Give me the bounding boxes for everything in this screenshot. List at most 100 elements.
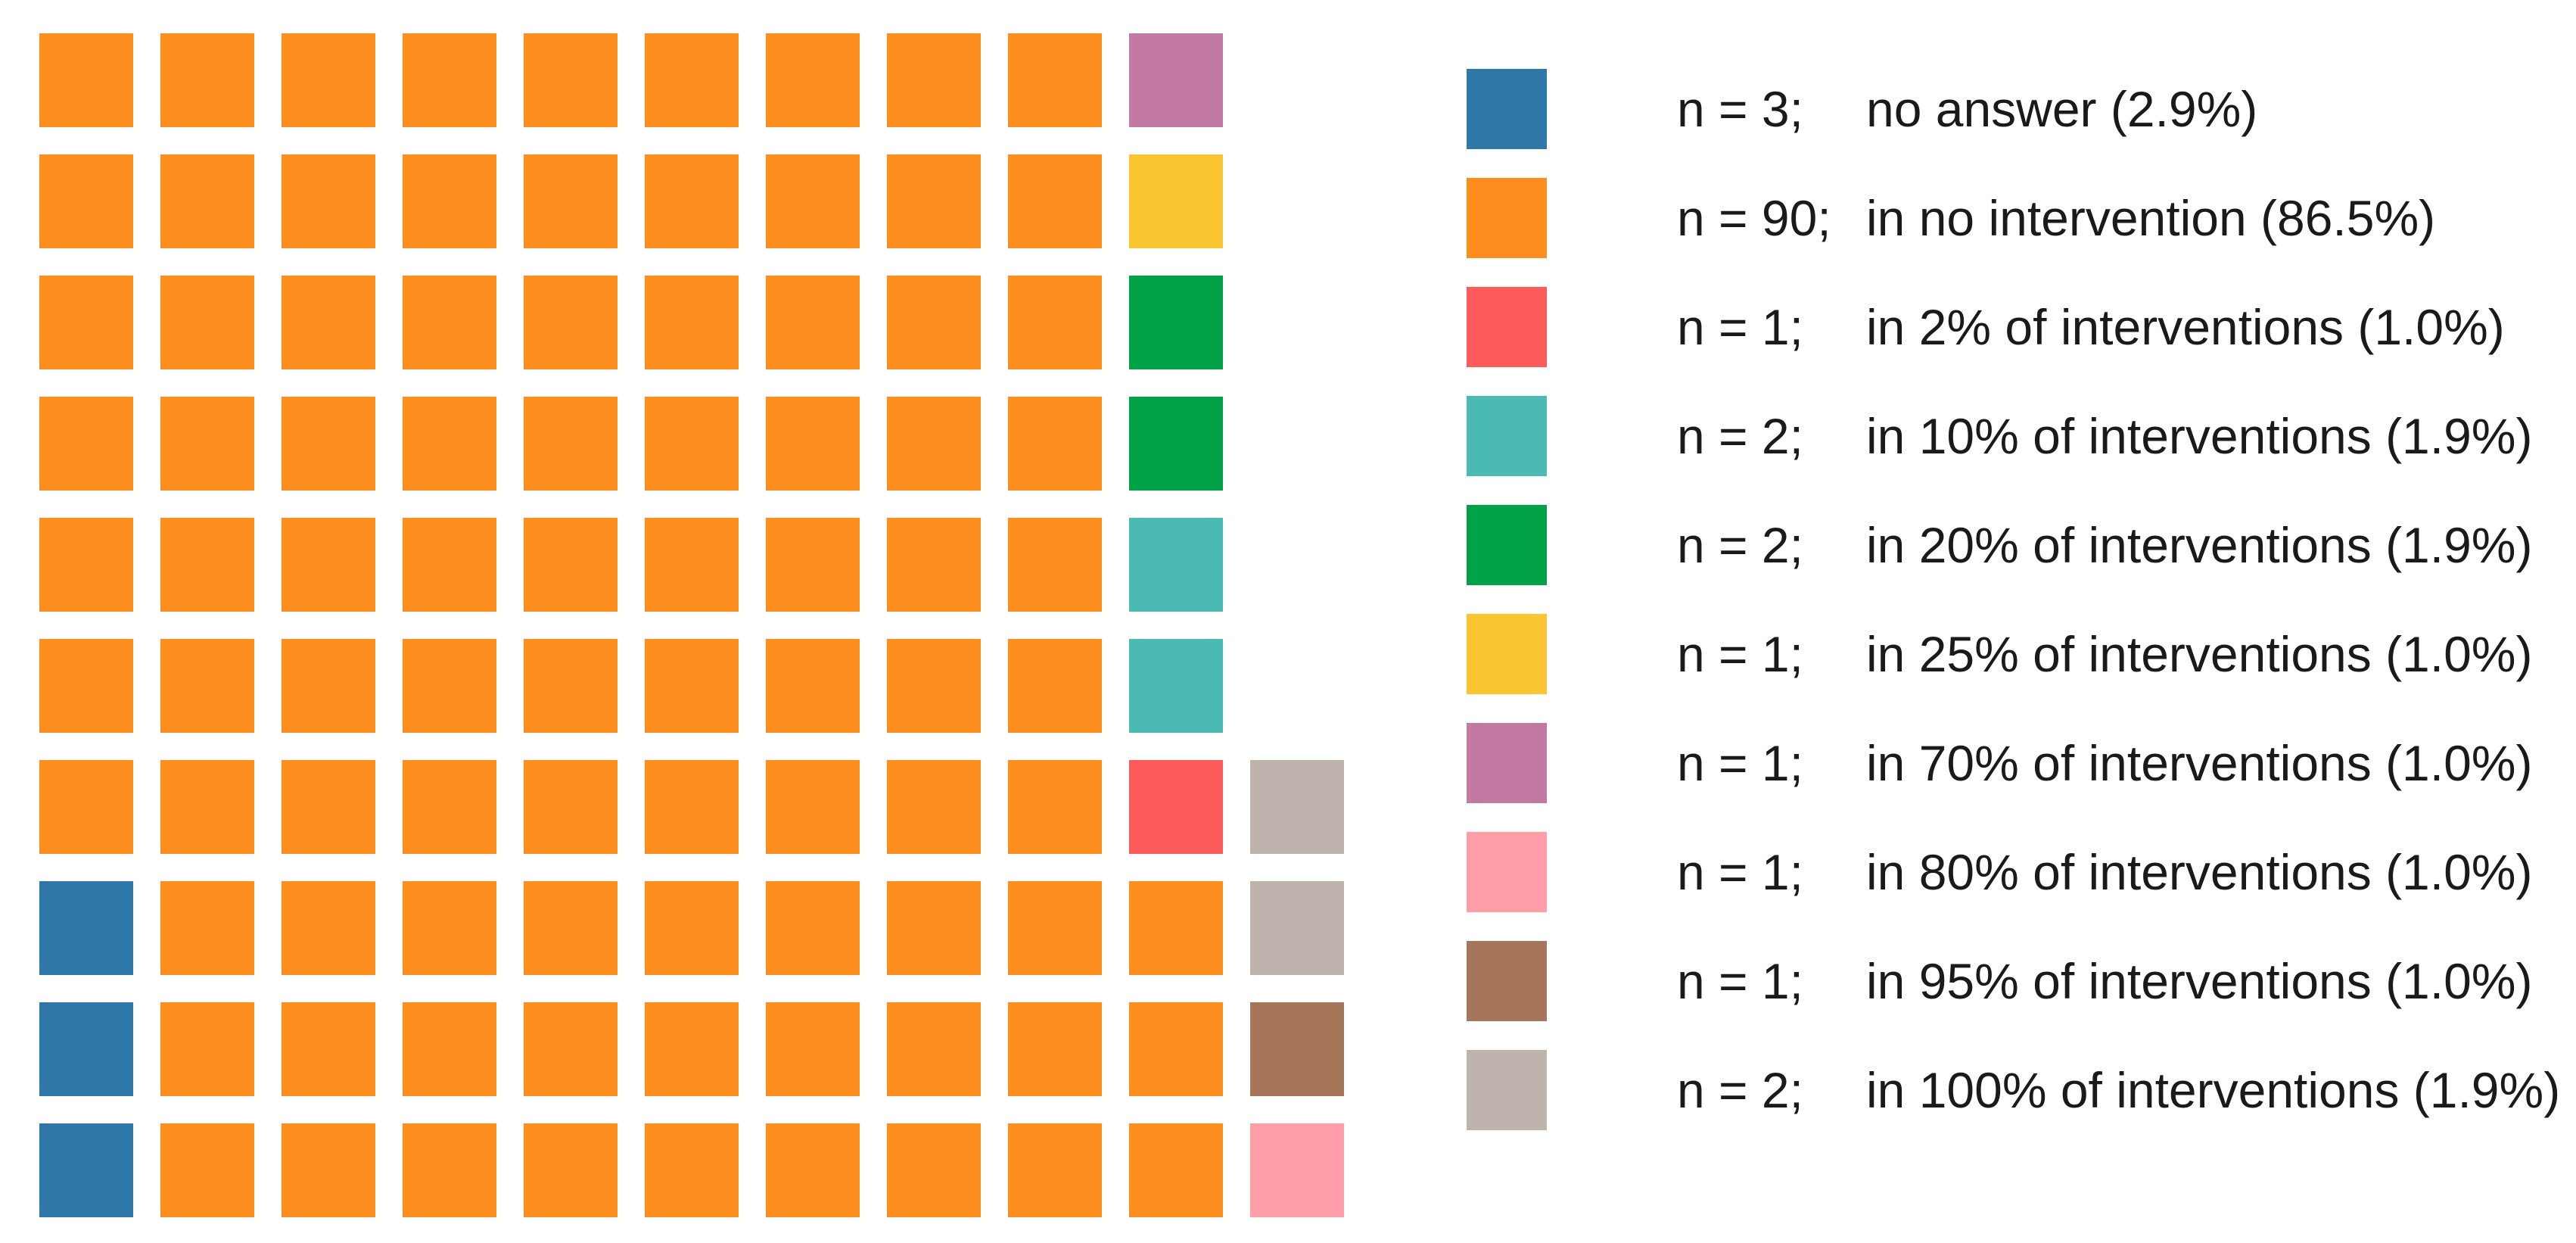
legend-item-p100: n = 2; in 100% of interventions (1.9%) bbox=[1467, 1036, 2560, 1145]
waffle-cell-none bbox=[282, 33, 375, 127]
legend-label: no answer (2.9%) bbox=[1866, 81, 2258, 137]
waffle-cell-p20 bbox=[1129, 276, 1223, 369]
waffle-cell-none bbox=[645, 1123, 739, 1217]
legend-count: n = 90; bbox=[1677, 190, 1831, 246]
waffle-cell-none bbox=[766, 760, 860, 854]
waffle-cell-none bbox=[403, 397, 496, 491]
waffle-cell-none bbox=[1008, 1002, 1102, 1096]
waffle-cell-none bbox=[645, 518, 739, 612]
waffle-cell-none bbox=[887, 518, 981, 612]
waffle-cell-none bbox=[766, 639, 860, 733]
waffle-cell-p100 bbox=[1250, 881, 1344, 975]
legend-item-p2: n = 1; in 2% of interventions (1.0%) bbox=[1467, 273, 2560, 382]
waffle-cell-none bbox=[1008, 881, 1102, 975]
legend-item-no_answer: n = 3; no answer (2.9%) bbox=[1467, 55, 2560, 164]
legend-text: n = 3; no answer (2.9%) bbox=[1677, 80, 2257, 138]
legend-item-none: n = 90; in no intervention (86.5%) bbox=[1467, 164, 2560, 273]
waffle-cell-none bbox=[524, 397, 618, 491]
waffle-cell-none bbox=[39, 518, 133, 612]
waffle-cell-none bbox=[524, 639, 618, 733]
waffle-cell-none bbox=[766, 33, 860, 127]
legend-swatch bbox=[1467, 941, 1547, 1021]
legend-label: in no intervention (86.5%) bbox=[1866, 190, 2436, 246]
waffle-cell-none bbox=[160, 397, 254, 491]
legend-swatch bbox=[1467, 178, 1547, 258]
waffle-cell-none bbox=[1008, 154, 1102, 248]
waffle-cell-none bbox=[524, 1123, 618, 1217]
legend-label: in 80% of interventions (1.0%) bbox=[1866, 844, 2533, 900]
waffle-cell-none bbox=[887, 881, 981, 975]
legend-label: in 10% of interventions (1.9%) bbox=[1866, 408, 2533, 464]
waffle-cell-none bbox=[282, 1123, 375, 1217]
legend-count: n = 1; bbox=[1677, 844, 1803, 900]
waffle-cell-p20 bbox=[1129, 397, 1223, 491]
legend-text: n = 1; in 95% of interventions (1.0%) bbox=[1677, 952, 2532, 1010]
waffle-cell-p70 bbox=[1129, 33, 1223, 127]
waffle-cell-none bbox=[160, 33, 254, 127]
waffle-cell-none bbox=[403, 881, 496, 975]
waffle-cell-none bbox=[645, 154, 739, 248]
waffle-cell-none bbox=[887, 397, 981, 491]
legend-swatch bbox=[1467, 396, 1547, 476]
waffle-cell-none bbox=[766, 1002, 860, 1096]
waffle-cell-none bbox=[887, 33, 981, 127]
legend-swatch bbox=[1467, 287, 1547, 367]
waffle-cell-none bbox=[766, 276, 860, 369]
legend-swatch bbox=[1467, 1050, 1547, 1130]
waffle-cell-none bbox=[403, 276, 496, 369]
legend-label: in 2% of interventions (1.0%) bbox=[1866, 299, 2505, 355]
waffle-cell-none bbox=[403, 1123, 496, 1217]
legend-item-p80: n = 1; in 80% of interventions (1.0%) bbox=[1467, 818, 2560, 927]
waffle-cell-p10 bbox=[1129, 518, 1223, 612]
waffle-cell-none bbox=[160, 760, 254, 854]
waffle-cell-none bbox=[524, 33, 618, 127]
legend-count: n = 1; bbox=[1677, 735, 1803, 791]
waffle-cell-none bbox=[39, 397, 133, 491]
waffle-cell-p100 bbox=[1250, 760, 1344, 854]
waffle-cell-none bbox=[403, 1002, 496, 1096]
waffle-cell-none bbox=[403, 33, 496, 127]
waffle-cell-none bbox=[1008, 33, 1102, 127]
waffle-cell-none bbox=[282, 881, 375, 975]
waffle-cell-none bbox=[645, 881, 739, 975]
legend-label: in 95% of interventions (1.0%) bbox=[1866, 953, 2533, 1009]
waffle-cell-none bbox=[645, 33, 739, 127]
waffle-cell-p25 bbox=[1129, 154, 1223, 248]
legend-count: n = 1; bbox=[1677, 626, 1803, 682]
waffle-cell-none bbox=[645, 639, 739, 733]
waffle-cell-none bbox=[1008, 397, 1102, 491]
waffle-cell-none bbox=[1129, 881, 1223, 975]
legend-text: n = 1; in 2% of interventions (1.0%) bbox=[1677, 298, 2505, 356]
legend-count: n = 1; bbox=[1677, 953, 1803, 1009]
waffle-cell-none bbox=[160, 154, 254, 248]
legend-item-p10: n = 2; in 10% of interventions (1.9%) bbox=[1467, 382, 2560, 491]
legend-item-p25: n = 1; in 25% of interventions (1.0%) bbox=[1467, 600, 2560, 709]
legend-text: n = 2; in 100% of interventions (1.9%) bbox=[1677, 1061, 2560, 1119]
waffle-cell-none bbox=[39, 154, 133, 248]
waffle-cell-none bbox=[39, 639, 133, 733]
legend-swatch bbox=[1467, 723, 1547, 803]
waffle-cell-none bbox=[645, 1002, 739, 1096]
waffle-cell-none bbox=[887, 760, 981, 854]
legend-count: n = 2; bbox=[1677, 517, 1803, 573]
waffle-cell-p95 bbox=[1250, 1002, 1344, 1096]
waffle-cell-none bbox=[1129, 1002, 1223, 1096]
waffle-cell-p10 bbox=[1129, 639, 1223, 733]
waffle-cell-none bbox=[282, 1002, 375, 1096]
waffle-cell-none bbox=[887, 276, 981, 369]
legend-item-p20: n = 2; in 20% of interventions (1.9%) bbox=[1467, 491, 2560, 600]
legend-text: n = 2; in 10% of interventions (1.9%) bbox=[1677, 407, 2532, 465]
waffle-cell-none bbox=[1008, 1123, 1102, 1217]
legend-count: n = 2; bbox=[1677, 408, 1803, 464]
waffle-cell-no_answer bbox=[39, 1123, 133, 1217]
waffle-cell-none bbox=[645, 760, 739, 854]
waffle-cell-none bbox=[1008, 639, 1102, 733]
waffle-cell-none bbox=[160, 276, 254, 369]
waffle-cell-none bbox=[645, 397, 739, 491]
legend: n = 3; no answer (2.9%) n = 90; in no inter… bbox=[1467, 55, 2560, 1145]
legend-label: in 100% of interventions (1.9%) bbox=[1866, 1062, 2561, 1118]
legend-swatch bbox=[1467, 505, 1547, 585]
waffle-cell-no_answer bbox=[39, 881, 133, 975]
legend-text: n = 1; in 80% of interventions (1.0%) bbox=[1677, 843, 2532, 901]
legend-item-p95: n = 1; in 95% of interventions (1.0%) bbox=[1467, 927, 2560, 1036]
